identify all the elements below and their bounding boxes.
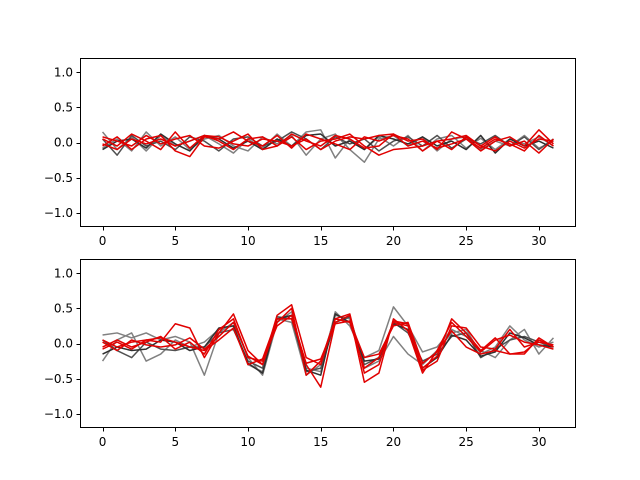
top-y-tick-label: −1.0 <box>44 206 73 220</box>
top-series-line-7 <box>102 133 554 156</box>
top-series-lines <box>101 129 554 163</box>
top-y-tick-label: 0.0 <box>54 136 73 150</box>
top-x-tick-label: 5 <box>171 234 179 248</box>
top-x-tick-label: 15 <box>313 234 328 248</box>
bottom-y-tick-label: 1.0 <box>54 266 73 280</box>
bottom-x-tick-label: 20 <box>386 435 401 449</box>
bottom-y-tick-label: 0.5 <box>54 301 73 315</box>
bottom-axes: 0 5 10 15 20 25 30 −1.0 −0.5 0.0 0.5 1.0 <box>44 259 576 449</box>
bottom-series-line-8 <box>102 318 554 366</box>
top-axes: 0 5 10 15 20 25 30 −1.0 −0.5 0.0 0.5 1.0 <box>44 58 576 248</box>
top-x-ticks: 0 5 10 15 20 25 30 <box>99 227 547 248</box>
top-x-tick-label: 10 <box>240 234 255 248</box>
bottom-series-lines <box>101 304 555 388</box>
bottom-x-tick-label: 15 <box>313 435 328 449</box>
bottom-y-tick-label: 0.0 <box>54 337 73 351</box>
bottom-x-ticks: 0 5 10 15 20 25 30 <box>99 428 547 449</box>
bottom-y-tick-label: −1.0 <box>44 407 73 421</box>
bottom-x-tick-label: 25 <box>459 435 474 449</box>
bottom-axes-frame <box>80 259 576 428</box>
bottom-series-line-6 <box>102 314 554 388</box>
top-y-ticks: −1.0 −0.5 0.0 0.5 1.0 <box>44 65 80 220</box>
top-x-tick-label: 30 <box>531 234 546 248</box>
top-series-line-3 <box>101 131 554 156</box>
top-x-tick-label: 25 <box>459 234 474 248</box>
top-series-line-8 <box>102 133 554 152</box>
bottom-x-tick-label: 30 <box>531 435 546 449</box>
top-y-tick-label: −0.5 <box>44 171 73 185</box>
top-x-tick-label: 0 <box>99 234 107 248</box>
top-y-tick-label: 0.5 <box>54 100 73 114</box>
bottom-x-tick-label: 5 <box>171 435 179 449</box>
top-axes-frame <box>80 58 576 227</box>
bottom-y-tick-label: −0.5 <box>44 372 73 386</box>
bottom-y-ticks: −1.0 −0.5 0.0 0.5 1.0 <box>44 266 80 421</box>
top-x-tick-label: 20 <box>386 234 401 248</box>
bottom-x-tick-label: 10 <box>240 435 255 449</box>
top-y-tick-label: 1.0 <box>54 65 73 79</box>
bottom-x-tick-label: 0 <box>99 435 107 449</box>
